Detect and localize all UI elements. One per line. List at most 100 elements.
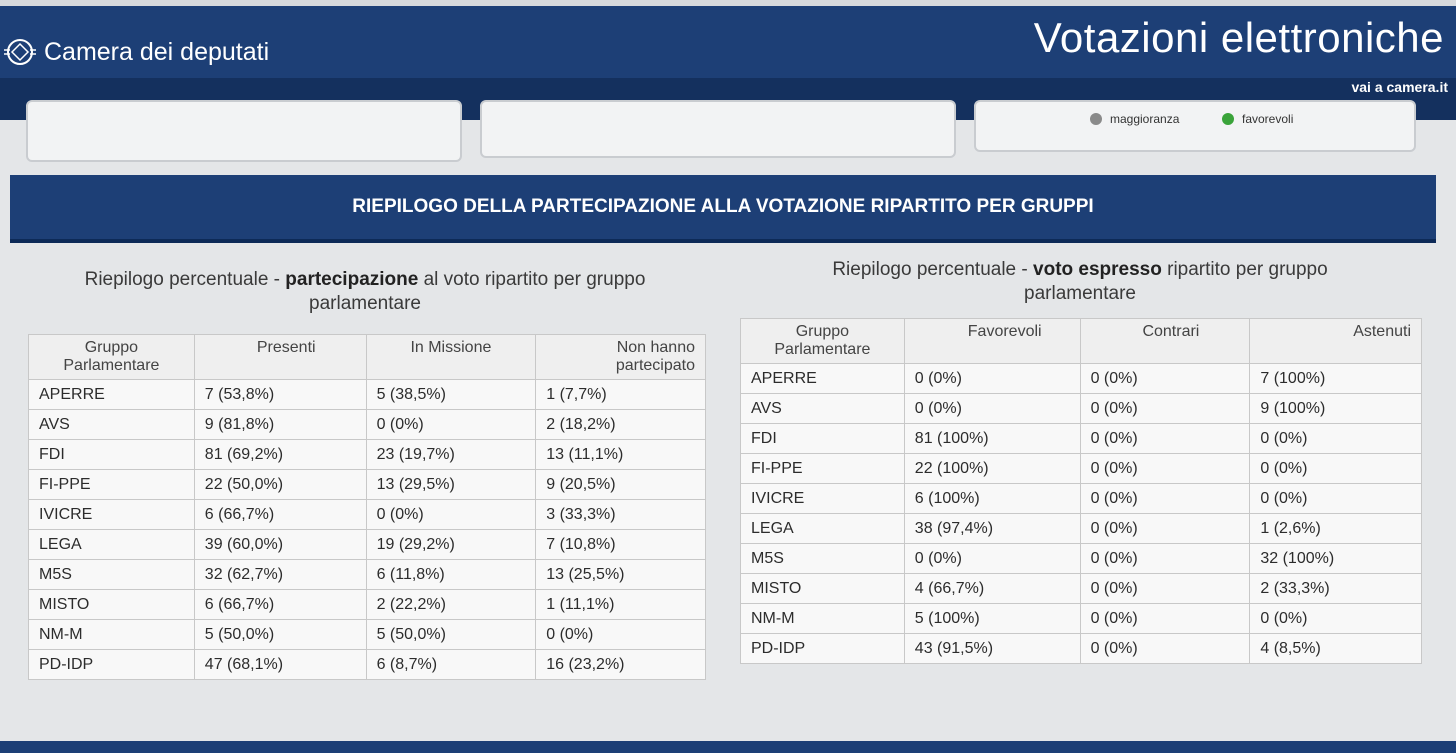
caption-text: Riepilogo percentuale - <box>84 269 286 290</box>
column-header-presenti: Presenti <box>193 334 367 380</box>
value-cell: 32 (62,7%) <box>193 559 367 590</box>
group-cell: PD-IDP <box>740 633 905 664</box>
site-logo-link[interactable]: Camera dei deputati <box>0 32 269 72</box>
value-cell: 0 (0%) <box>1249 423 1422 454</box>
value-cell: 1 (2,6%) <box>1249 513 1422 544</box>
caption-text: ripartito per gruppo parlamentare <box>1024 259 1328 304</box>
value-cell: 22 (100%) <box>903 453 1081 484</box>
column-header-group: Gruppo Parlamentare <box>740 318 905 364</box>
table-row: AVS 0 (0%) 0 (0%) 9 (100%) <box>740 393 1422 424</box>
value-cell: 6 (66,7%) <box>193 499 367 530</box>
value-cell: 3 (33,3%) <box>535 499 706 530</box>
value-cell: 22 (50,0%) <box>193 469 367 500</box>
value-cell: 0 (0%) <box>903 543 1081 574</box>
site-header: Camera dei deputati Votazioni elettronic… <box>0 0 1456 84</box>
home-link[interactable]: vai a camera.it <box>1351 79 1448 95</box>
value-cell: 6 (8,7%) <box>365 649 537 680</box>
value-cell: 0 (0%) <box>365 499 537 530</box>
value-cell: 0 (0%) <box>1249 603 1422 634</box>
group-cell: LEGA <box>28 529 195 560</box>
value-cell: 81 (100%) <box>903 423 1081 454</box>
group-cell: M5S <box>740 543 905 574</box>
parliament-logo-icon <box>0 32 40 72</box>
value-cell: 9 (81,8%) <box>193 409 367 440</box>
table-row: IVICRE 6 (66,7%) 0 (0%) 3 (33,3%) <box>28 499 706 530</box>
table-row: APERRE 7 (53,8%) 5 (38,5%) 1 (7,7%) <box>28 379 706 410</box>
value-cell: 23 (19,7%) <box>365 439 537 470</box>
value-cell: 16 (23,2%) <box>535 649 706 680</box>
footer-bar <box>0 741 1456 753</box>
group-cell: IVICRE <box>740 483 905 514</box>
table-header-row: Gruppo Parlamentare Favorevoli Contrari … <box>740 318 1422 364</box>
value-cell: 5 (38,5%) <box>365 379 537 410</box>
value-cell: 4 (8,5%) <box>1249 633 1422 664</box>
value-cell: 32 (100%) <box>1249 543 1422 574</box>
table-row: PD-IDP 47 (68,1%) 6 (8,7%) 16 (23,2%) <box>28 649 706 680</box>
value-cell: 2 (18,2%) <box>535 409 706 440</box>
column-header-group: Gruppo Parlamentare <box>28 334 195 380</box>
section-title: RIEPILOGO DELLA PARTECIPAZIONE ALLA VOTA… <box>10 175 1436 243</box>
value-cell: 13 (25,5%) <box>535 559 706 590</box>
value-cell: 2 (33,3%) <box>1249 573 1422 604</box>
group-cell: MISTO <box>740 573 905 604</box>
table-row: M5S 0 (0%) 0 (0%) 32 (100%) <box>740 543 1422 574</box>
group-cell: PD-IDP <box>28 649 195 680</box>
value-cell: 0 (0%) <box>1079 453 1251 484</box>
table-row: LEGA 38 (97,4%) 0 (0%) 1 (2,6%) <box>740 513 1422 544</box>
vote-caption: Riepilogo percentuale - voto espresso ri… <box>780 258 1380 306</box>
legend-label: favorevoli <box>1242 112 1294 126</box>
table-row: NM-M 5 (100%) 0 (0%) 0 (0%) <box>740 603 1422 634</box>
caption-bold-text: partecipazione <box>285 269 419 290</box>
caption-text: Riepilogo percentuale - <box>832 259 1034 280</box>
value-cell: 4 (66,7%) <box>903 573 1081 604</box>
column-header-astenuti: Astenuti <box>1249 318 1422 364</box>
group-cell: NM-M <box>28 619 195 650</box>
value-cell: 0 (0%) <box>1079 423 1251 454</box>
table-row: IVICRE 6 (100%) 0 (0%) 0 (0%) <box>740 483 1422 514</box>
value-cell: 38 (97,4%) <box>903 513 1081 544</box>
column-header-favorevoli: Favorevoli <box>903 318 1081 364</box>
group-cell: APERRE <box>28 379 195 410</box>
group-cell: FDI <box>28 439 195 470</box>
group-cell: LEGA <box>740 513 905 544</box>
table-row: APERRE 0 (0%) 0 (0%) 7 (100%) <box>740 363 1422 394</box>
participation-table: Gruppo Parlamentare Presenti In Missione… <box>28 334 706 680</box>
column-header-non-partecipato: Non hanno partecipato <box>535 334 706 380</box>
value-cell: 13 (29,5%) <box>365 469 537 500</box>
value-cell: 0 (0%) <box>1079 363 1251 394</box>
table-row: AVS 9 (81,8%) 0 (0%) 2 (18,2%) <box>28 409 706 440</box>
table-row: MISTO 6 (66,7%) 2 (22,2%) 1 (11,1%) <box>28 589 706 620</box>
value-cell: 0 (0%) <box>1079 543 1251 574</box>
caption-text: al voto ripartito per gruppo parlamentar… <box>309 269 646 314</box>
legend-item-favorevoli: favorevoli <box>1222 112 1293 126</box>
group-cell: FI-PPE <box>740 453 905 484</box>
info-panel-left <box>26 100 462 162</box>
info-panel-center <box>480 100 956 158</box>
gray-dot-icon <box>1090 113 1102 125</box>
value-cell: 0 (0%) <box>903 393 1081 424</box>
site-name: Camera dei deputati <box>44 37 270 66</box>
value-cell: 5 (100%) <box>903 603 1081 634</box>
value-cell: 5 (50,0%) <box>365 619 537 650</box>
group-cell: NM-M <box>740 603 905 634</box>
value-cell: 0 (0%) <box>1079 573 1251 604</box>
value-cell: 0 (0%) <box>1079 633 1251 664</box>
value-cell: 7 (10,8%) <box>535 529 706 560</box>
value-cell: 39 (60,0%) <box>193 529 367 560</box>
group-cell: MISTO <box>28 589 195 620</box>
table-row: LEGA 39 (60,0%) 19 (29,2%) 7 (10,8%) <box>28 529 706 560</box>
table-row: FI-PPE 22 (50,0%) 13 (29,5%) 9 (20,5%) <box>28 469 706 500</box>
value-cell: 19 (29,2%) <box>365 529 537 560</box>
participation-caption: Riepilogo percentuale - partecipazione a… <box>60 268 670 316</box>
legend-label: maggioranza <box>1110 112 1180 126</box>
value-cell: 47 (68,1%) <box>193 649 367 680</box>
value-cell: 1 (11,1%) <box>535 589 706 620</box>
group-cell: AVS <box>28 409 195 440</box>
value-cell: 0 (0%) <box>1079 483 1251 514</box>
value-cell: 6 (100%) <box>903 483 1081 514</box>
table-row: M5S 32 (62,7%) 6 (11,8%) 13 (25,5%) <box>28 559 706 590</box>
table-row: FDI 81 (69,2%) 23 (19,7%) 13 (11,1%) <box>28 439 706 470</box>
group-cell: IVICRE <box>28 499 195 530</box>
value-cell: 0 (0%) <box>1249 483 1422 514</box>
table-row: PD-IDP 43 (91,5%) 0 (0%) 4 (8,5%) <box>740 633 1422 664</box>
